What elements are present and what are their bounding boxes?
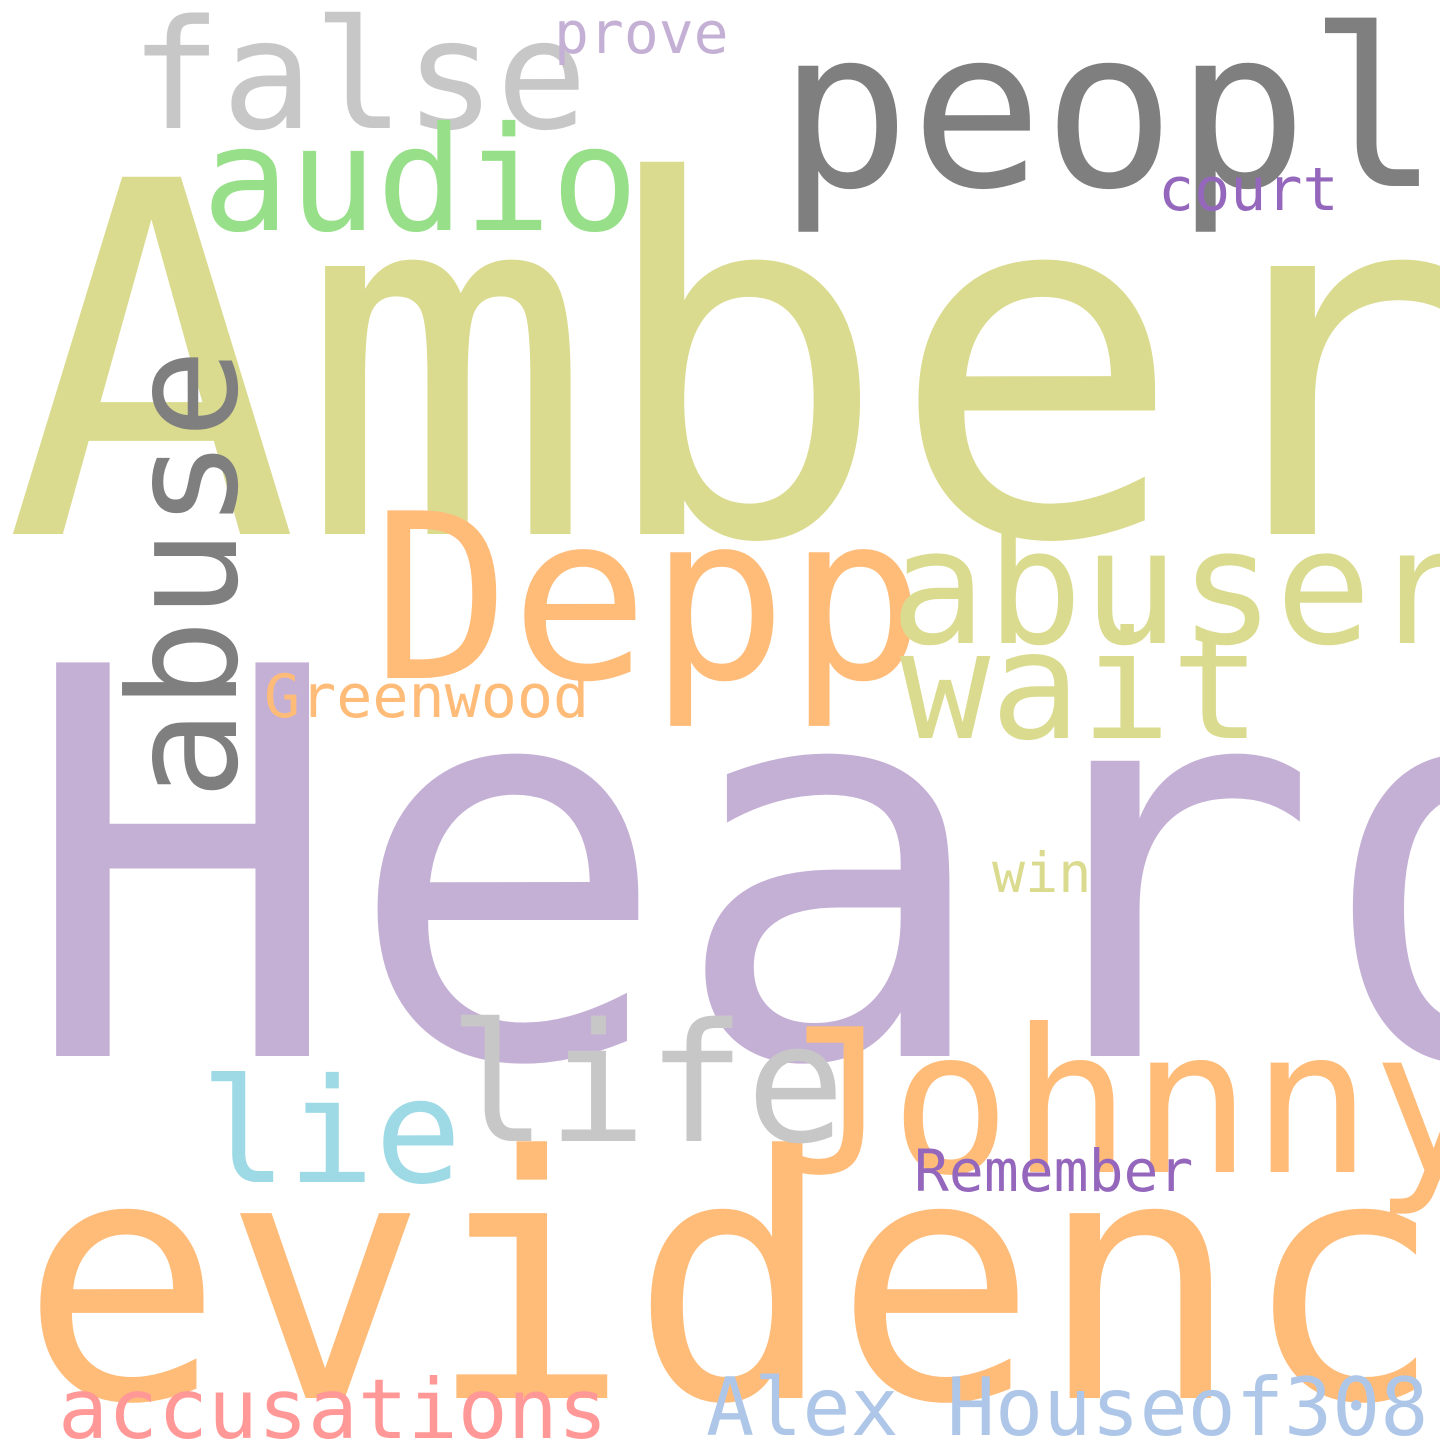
word-abuse: abuse xyxy=(98,348,272,800)
word-false: false xyxy=(130,0,588,164)
word-audio: audio xyxy=(202,96,639,265)
word-prove: prove xyxy=(554,0,729,67)
word-amber: Amber xyxy=(4,79,1440,650)
word-people: people xyxy=(778,0,1440,238)
word-heard: Heard xyxy=(20,556,1440,1184)
word-wait: wait xyxy=(900,600,1262,774)
word-depp: Depp xyxy=(372,466,926,733)
word-accusations: accusations xyxy=(58,1361,608,1440)
word-life: life xyxy=(448,988,846,1180)
word-greenwood: Greenwood xyxy=(264,662,590,732)
word-evidence: evidence xyxy=(20,1084,1440,1440)
word-abuser: abuser xyxy=(890,494,1440,681)
word-win: win xyxy=(992,841,1092,905)
word-alex-houseof308: Alex_Houseof308 xyxy=(706,1361,1429,1440)
word-remember: Remember xyxy=(914,1137,1194,1205)
word-lie: lie xyxy=(200,1048,462,1217)
word-court: court xyxy=(1158,155,1339,225)
word-johnny: Johnny xyxy=(770,987,1440,1220)
